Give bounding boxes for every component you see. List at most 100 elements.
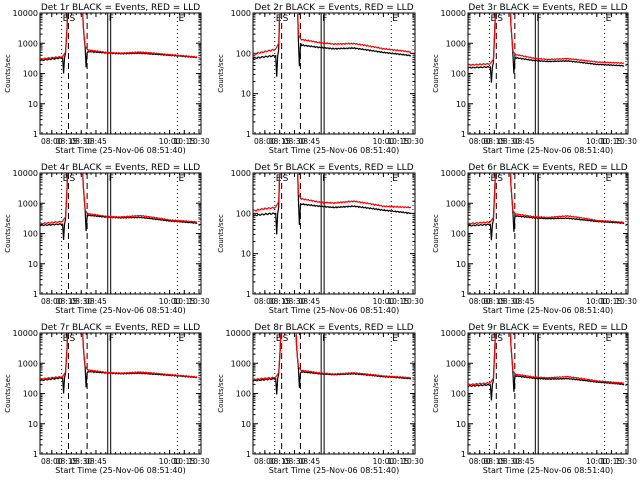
- marker-letter: S: [69, 334, 75, 344]
- y-tick-label: 1: [33, 290, 38, 299]
- x-axis-label: Start Time (25-Nov-06 08:51:40): [269, 466, 399, 475]
- x-tick-label: 08:15: [269, 297, 291, 306]
- x-tick-label: 08:45: [85, 457, 107, 466]
- marker-letter: E: [276, 14, 282, 24]
- x-tick-label: 10:15: [601, 457, 623, 466]
- y-tick-label: 1: [246, 450, 251, 459]
- x-tick-label: 08:45: [85, 137, 107, 146]
- x-tick-label: 08:00: [41, 457, 63, 466]
- y-tick-label: 1000: [231, 9, 251, 18]
- x-tick-label: 08:45: [85, 297, 107, 306]
- marker-letter: E: [178, 174, 184, 184]
- y-tick-label: 10000: [226, 329, 251, 338]
- marker-letter: E: [276, 174, 282, 184]
- x-tick-label: 10:00: [159, 137, 181, 146]
- y-tick-label: 1: [246, 290, 251, 299]
- y-axis-label: Counts/sec: [4, 214, 12, 253]
- x-tick-label: 08:30: [284, 457, 306, 466]
- x-tick-label: 08:45: [298, 137, 320, 146]
- y-tick-label: 10: [28, 260, 38, 269]
- y-tick-label: 1000: [18, 39, 38, 48]
- x-tick-label: 10:15: [601, 137, 623, 146]
- marker-letter: E: [490, 14, 496, 24]
- x-axis-label: Start Time (25-Nov-06 08:51:40): [483, 306, 613, 315]
- panel-title: Det 4r BLACK = Events, RED = LLD: [41, 163, 200, 173]
- panel-2: Det 2r BLACK = Events, RED = LLD 1 10 100 10…: [217, 3, 424, 155]
- marker-letter: S: [69, 174, 75, 184]
- x-tick-label: 08:00: [469, 297, 491, 306]
- marker-letter: S: [283, 174, 289, 184]
- x-tick-label: 10:30: [188, 457, 210, 466]
- y-tick-label: 10000: [13, 329, 38, 338]
- marker-letter: S: [497, 14, 503, 24]
- marker-letter: F: [109, 14, 114, 24]
- x-tick-label: 08:15: [484, 137, 506, 146]
- x-tick-label: 10:30: [615, 457, 637, 466]
- y-tick-label: 10: [456, 260, 466, 269]
- marker-letter: E: [276, 334, 282, 344]
- y-tick-label: 100: [451, 230, 466, 239]
- x-tick-label: 08:30: [70, 457, 92, 466]
- marker-letter: S: [69, 14, 75, 24]
- x-tick-label: 10:15: [173, 297, 195, 306]
- x-tick-label: 08:30: [498, 137, 520, 146]
- y-axis-label: Counts/sec: [217, 214, 225, 253]
- lld-series-line: [253, 333, 411, 381]
- y-tick-label: 1: [33, 130, 38, 139]
- y-tick-label: 100: [236, 209, 251, 218]
- y-tick-label: 10: [456, 100, 466, 109]
- marker-letter: E: [606, 174, 612, 184]
- y-tick-label: 1000: [446, 39, 466, 48]
- marker-letter: E: [392, 14, 398, 24]
- x-tick-label: 10:00: [159, 297, 181, 306]
- x-tick-label: 08:00: [469, 137, 491, 146]
- panel-8: Det 8r BLACK = Events, RED = LLD 1 10 100 10…: [217, 323, 424, 475]
- y-tick-label: 100: [236, 390, 251, 399]
- x-tick-label: 10:00: [586, 457, 608, 466]
- lld-series-line: [468, 333, 625, 386]
- y-tick-label: 10: [28, 100, 38, 109]
- x-tick-label: 10:30: [402, 137, 424, 146]
- x-tick-label: 10:00: [159, 457, 181, 466]
- x-tick-label: 08:00: [41, 297, 63, 306]
- panel-title: Det 2r BLACK = Events, RED = LLD: [254, 3, 413, 13]
- panel-6: Det 6r BLACK = Events, RED = LLD 1 10 100 10…: [432, 163, 637, 315]
- x-axis-label: Start Time (25-Nov-06 08:51:40): [483, 466, 613, 475]
- lld-series-line: [40, 173, 198, 225]
- x-tick-label: 08:00: [469, 457, 491, 466]
- x-tick-label: 08:00: [254, 297, 276, 306]
- x-tick-label: 08:45: [298, 297, 320, 306]
- events-series-line: [253, 173, 412, 235]
- panel-title: Det 8r BLACK = Events, RED = LLD: [254, 323, 413, 333]
- y-axis-label: Counts/sec: [4, 374, 12, 413]
- panel-1: Det 1r BLACK = Events, RED = LLD 1 10 100 10…: [4, 3, 210, 155]
- y-tick-label: 10: [456, 420, 466, 429]
- y-tick-label: 1: [461, 290, 466, 299]
- x-tick-label: 08:45: [298, 457, 320, 466]
- x-tick-label: 10:15: [387, 457, 409, 466]
- x-tick-label: 08:15: [484, 457, 506, 466]
- events-series-line: [40, 173, 198, 240]
- y-axis-label: Counts/sec: [217, 374, 225, 413]
- y-tick-label: 100: [451, 390, 466, 399]
- x-tick-label: 10:00: [373, 137, 395, 146]
- x-tick-label: 08:15: [56, 137, 78, 146]
- x-tick-label: 10:30: [615, 297, 637, 306]
- y-tick-label: 100: [236, 49, 251, 58]
- panel-title: Det 7r BLACK = Events, RED = LLD: [41, 323, 200, 333]
- events-series-line: [468, 13, 625, 83]
- y-tick-label: 1: [461, 450, 466, 459]
- lld-series-line: [468, 173, 625, 225]
- y-tick-label: 1000: [18, 359, 38, 368]
- x-tick-label: 10:30: [188, 137, 210, 146]
- y-tick-label: 10: [241, 90, 251, 99]
- panel-title: Det 3r BLACK = Events, RED = LLD: [468, 3, 627, 13]
- panel-4: Det 4r BLACK = Events, RED = LLD 1 10 100 10…: [4, 163, 210, 315]
- panel-title: Det 9r BLACK = Events, RED = LLD: [468, 323, 627, 333]
- x-tick-label: 08:15: [269, 457, 291, 466]
- marker-letter: F: [109, 334, 114, 344]
- x-tick-label: 08:15: [56, 457, 78, 466]
- y-tick-label: 1: [33, 450, 38, 459]
- marker-letter: E: [606, 14, 612, 24]
- x-tick-label: 08:00: [254, 457, 276, 466]
